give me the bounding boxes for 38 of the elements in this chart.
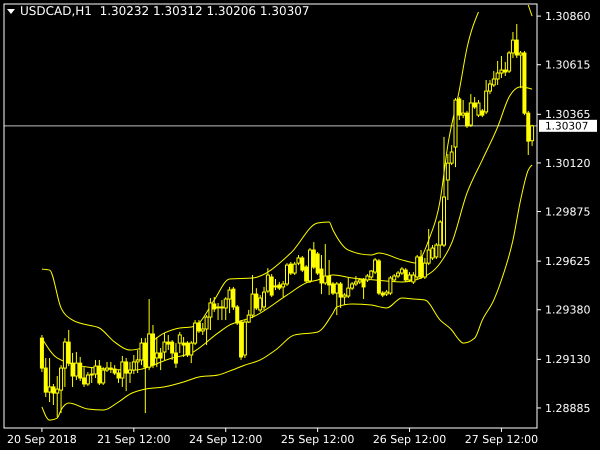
y-tick-label: 1.30365 [545,108,590,122]
y-tick-label: 1.30615 [545,58,590,72]
candlestick [48,357,52,403]
x-tick-label: 25 Sep 12:00 [280,433,354,446]
candlestick [419,250,424,280]
x-tick-label: 20 Sep 2018 [7,433,77,446]
candlestick [496,60,500,86]
candlestick [220,300,224,321]
y-tick-label: 1.29380 [545,304,590,317]
line-series [41,164,533,421]
candlestick [362,278,366,300]
x-tick-label: 27 Sep 12:00 [464,433,538,446]
candlestick [124,357,128,392]
candlestick [250,274,255,319]
y-tick-label: 1.29130 [545,353,590,366]
candlestick [408,272,412,282]
candlestick [476,100,480,118]
candlestick [468,94,473,128]
candlestick [404,268,408,282]
ref-line-label: 1.30307 [545,120,588,132]
candlestick [182,336,186,358]
x-tick-label: 24 Sep 12:00 [189,433,262,446]
y-tick-label: 1.30120 [545,156,590,170]
candlestick [74,352,78,380]
x-tick-label: 21 Sep 12:00 [97,433,171,446]
candlestick [323,244,328,286]
y-tick-label: 1.28885 [545,402,590,415]
candlestick [354,276,358,286]
candlestick [166,334,170,351]
chart-title: USDCAD,H1 1.30232 1.30312 1.30206 1.30307 [20,4,310,18]
x-tick-label: 26 Sep 12:00 [372,433,446,446]
candlestick [185,340,190,358]
candlestick [388,276,392,296]
candlestick [484,79,488,115]
y-tick-label: 1.29875 [545,205,590,218]
y-tick-label: 1.30860 [545,10,590,23]
candlestick [216,302,220,321]
y-tick-label: 1.29625 [545,254,590,268]
